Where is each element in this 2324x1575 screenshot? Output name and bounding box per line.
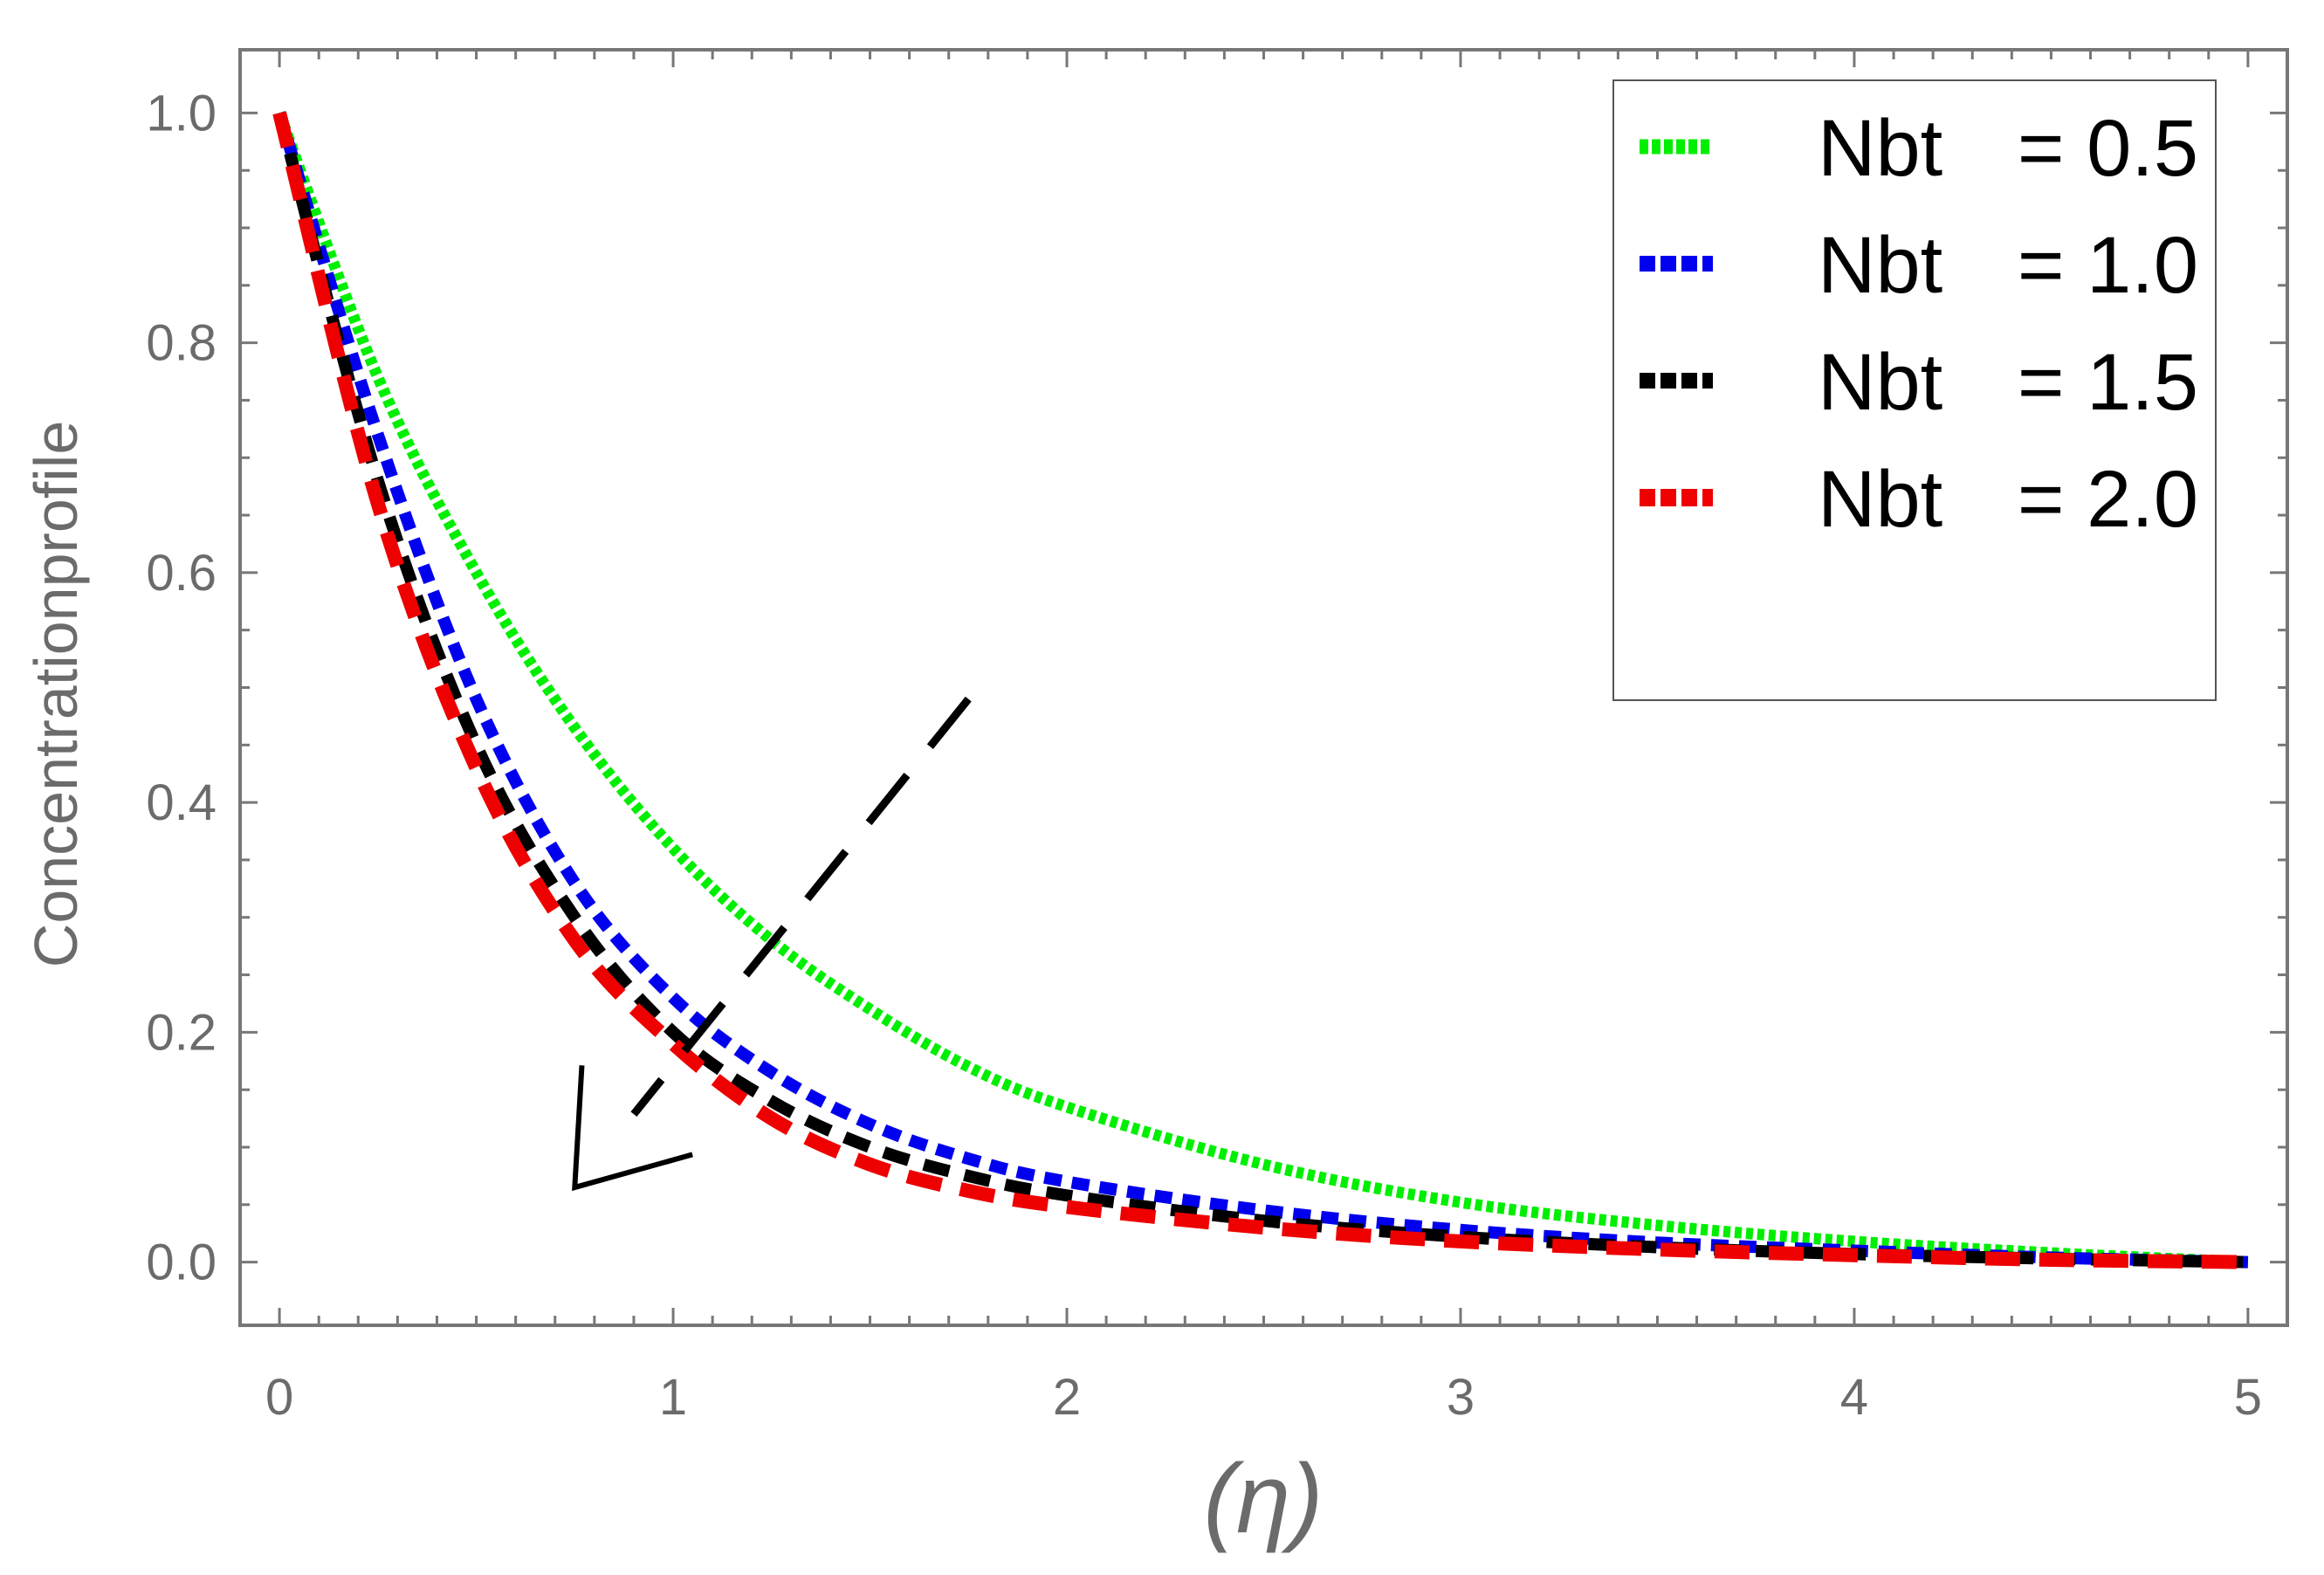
legend-label: Nbt	[1818, 104, 1942, 193]
y-axis-title: Concentrationprofile	[22, 421, 90, 967]
y-tick-label: 0.0	[146, 1235, 217, 1291]
trend-arrow-shaft	[630, 696, 972, 1117]
legend-value: = 2.0	[2018, 455, 2198, 544]
y-tick-labels: 0.0 0.2 0.4 0.6 0.8 1.0	[146, 85, 217, 1290]
y-tick-label: 0.8	[146, 315, 217, 372]
annotation-layer	[572, 696, 972, 1192]
legend-label: Nbt	[1818, 338, 1942, 427]
x-tick-label: 4	[1840, 1369, 1868, 1426]
legend-label: Nbt	[1818, 221, 1942, 310]
legend: Nbt = 0.5 Nbt = 1.0 Nbt = 1.5 Nbt = 2.0	[1612, 79, 2217, 701]
legend-value: = 1.0	[2018, 221, 2198, 310]
trend-arrow-head	[572, 1065, 693, 1192]
legend-value: = 1.5	[2018, 338, 2198, 427]
x-tick-label: 0	[265, 1369, 293, 1426]
x-tick-label: 3	[1447, 1369, 1475, 1426]
plot-frame	[238, 48, 2289, 1327]
y-tick-label: 0.4	[146, 774, 217, 831]
series-layer	[272, 111, 2249, 1269]
legend-box	[1612, 79, 2217, 701]
series-line-4	[272, 111, 2248, 1269]
y-tick-label: 1.0	[146, 85, 217, 141]
y-tick-label: 0.2	[146, 1004, 217, 1061]
y-tick-label: 0.6	[146, 545, 217, 602]
legend-label: Nbt	[1818, 455, 1942, 544]
x-tick-label: 1	[659, 1369, 687, 1426]
series-line-2	[273, 111, 2249, 1269]
x-tick-label: 5	[2234, 1369, 2262, 1426]
legend-value: = 0.5	[2018, 104, 2198, 193]
series-line-1	[274, 111, 2249, 1269]
x-tick-label: 2	[1053, 1369, 1081, 1426]
series-line-3	[273, 111, 2249, 1269]
x-tick-labels: 0 1 2 3 4 5	[265, 1369, 2262, 1426]
x-axis-title: (η)	[1204, 1444, 1324, 1553]
